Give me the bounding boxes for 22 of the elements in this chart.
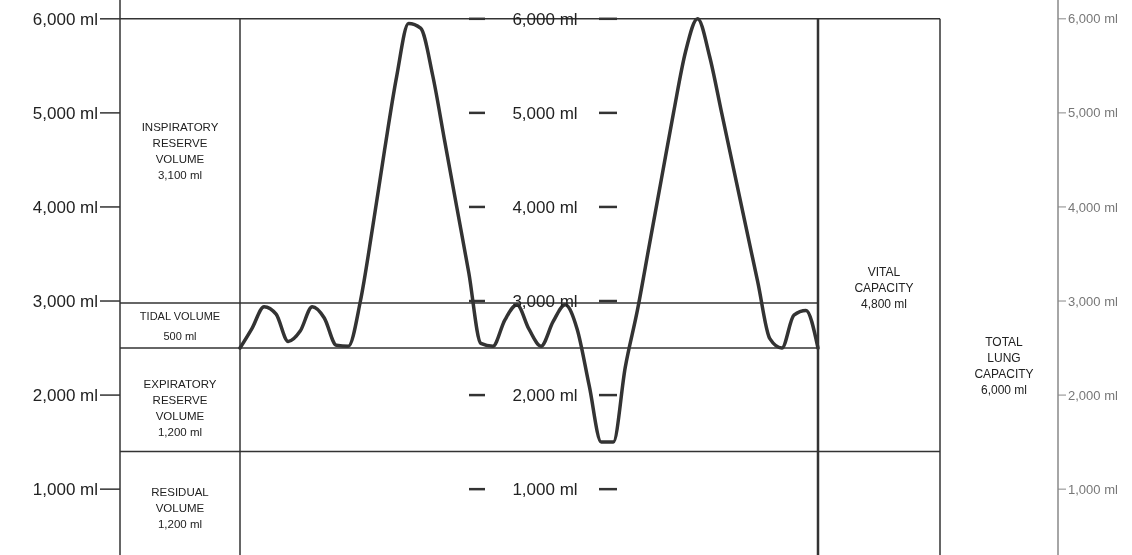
y3-tick-label: 2,000 ml bbox=[32, 386, 98, 406]
y3-tick-label: 1,000 ml bbox=[32, 480, 98, 500]
text: RESIDUAL VOLUME 1,200 ml bbox=[151, 486, 210, 530]
text: VITAL CAPACITY 4,800 ml bbox=[854, 265, 914, 311]
y2-tick-label: 4,000 ml bbox=[1068, 199, 1118, 215]
y-tick-label: 1,000 ml bbox=[512, 480, 578, 500]
y2-tick-label: 1,000 ml bbox=[1068, 481, 1118, 497]
y3-tick-label: 6,000 ml bbox=[32, 9, 98, 29]
y3-tick-label: 3,000 ml bbox=[32, 292, 98, 312]
y-tick-label: 5,000 ml bbox=[512, 103, 578, 123]
text: INSPIRATORY RESERVE VOLUME 3,100 ml bbox=[141, 121, 219, 181]
y-tick-label: 4,000 ml bbox=[512, 197, 578, 217]
text: TIDAL VOLUME 500 ml bbox=[139, 310, 221, 342]
y2-tick-label: 5,000 ml bbox=[1068, 105, 1118, 121]
y2-tick-label: 2,000 ml bbox=[1068, 387, 1118, 403]
y2-tick-label: 3,000 ml bbox=[1068, 293, 1118, 309]
y3-tick-label: 5,000 ml bbox=[32, 103, 98, 123]
y-tick-label: 2,000 ml bbox=[512, 386, 578, 406]
y2-tick-label: 6,000 ml bbox=[1068, 11, 1118, 27]
y3-tick-label: 4,000 ml bbox=[32, 197, 98, 217]
text: TOTAL LUNG CAPACITY 6,000 ml bbox=[974, 335, 1034, 397]
text: EXPIRATORY RESERVE VOLUME 1,200 ml bbox=[143, 378, 217, 438]
